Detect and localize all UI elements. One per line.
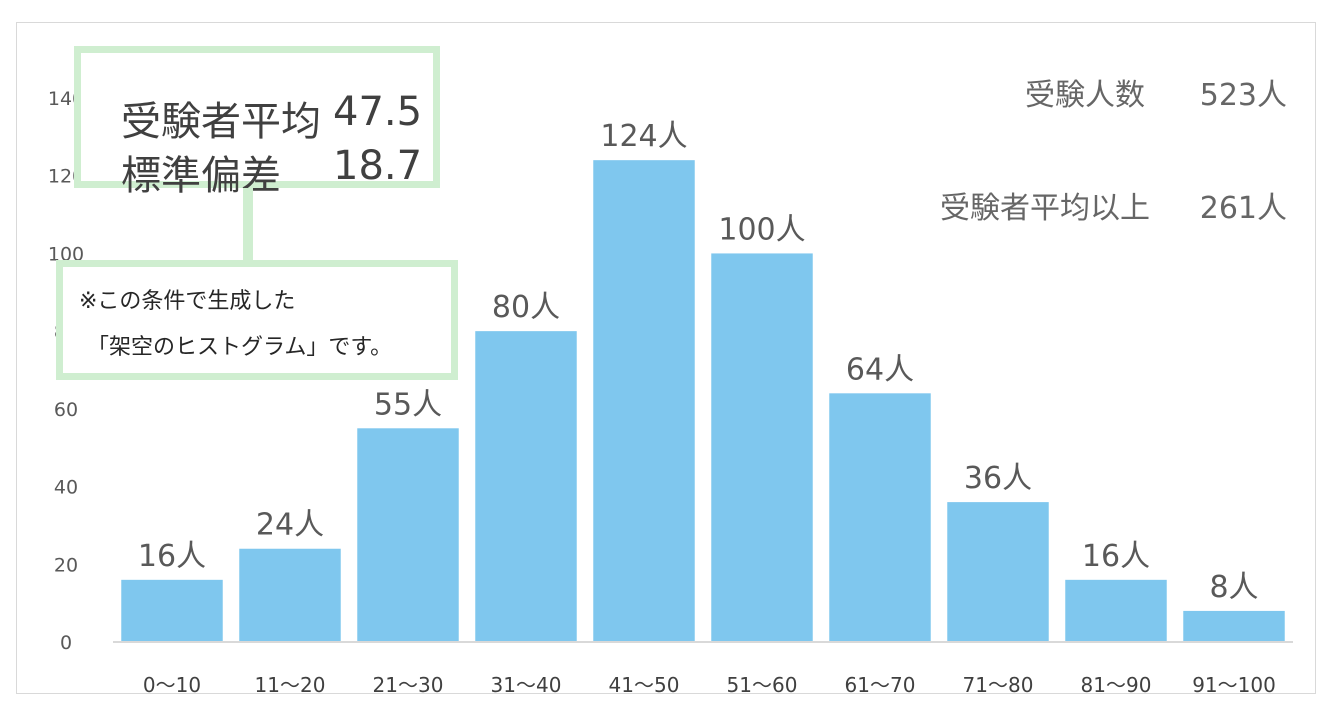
bar-series <box>121 160 1285 642</box>
mean-row: 受験者平均 47.5 <box>121 89 422 147</box>
bar <box>239 548 341 642</box>
examinees-value: 523人 <box>1200 78 1287 113</box>
data-label: 55人 <box>374 387 442 422</box>
x-tick-label: 91〜100 <box>1192 673 1276 697</box>
bar <box>1065 579 1167 642</box>
stats-callout: 受験者平均 47.5 標準偏差 18.7 <box>74 46 440 199</box>
above-average-label: 受験者平均以上 <box>940 191 1150 226</box>
bar <box>475 331 577 642</box>
y-tick-label: 100 <box>48 243 84 265</box>
data-label: 16人 <box>1082 539 1150 574</box>
bar <box>711 253 813 642</box>
callout-connector <box>243 188 253 260</box>
x-tick-label: 71〜80 <box>963 673 1034 697</box>
data-label: 124人 <box>600 119 687 154</box>
data-label: 24人 <box>256 508 324 543</box>
data-labels: 16人 24人 55人 80人 124人 100人 64人 36人 16人 8人 <box>138 119 1259 605</box>
data-label: 80人 <box>492 290 560 325</box>
bar <box>357 428 459 642</box>
x-tick-label: 21〜30 <box>373 673 444 697</box>
sd-label: 標準偏差 <box>121 153 281 199</box>
bar <box>593 160 695 642</box>
note-line-2: 「架空のヒストグラム」です。 <box>87 335 393 360</box>
x-tick-label: 0〜10 <box>143 673 201 697</box>
x-tick-label: 31〜40 <box>491 673 562 697</box>
bar <box>947 502 1049 642</box>
x-tick-label: 81〜90 <box>1081 673 1152 697</box>
y-tick-label: 60 <box>54 399 78 421</box>
bar <box>829 393 931 642</box>
data-label: 8人 <box>1209 570 1258 605</box>
x-tick-label: 51〜60 <box>727 673 798 697</box>
data-label: 100人 <box>718 212 805 247</box>
data-label: 16人 <box>138 539 206 574</box>
sd-row: 標準偏差 18.7 <box>121 143 422 201</box>
x-tick-label: 61〜70 <box>845 673 916 697</box>
above-average-value: 261人 <box>1200 191 1287 226</box>
bar <box>1183 610 1285 642</box>
y-tick-label: 40 <box>54 477 78 499</box>
y-tick-label: 0 <box>60 632 72 654</box>
y-tick-label: 20 <box>54 554 78 576</box>
note-callout: ※この条件で生成した 「架空のヒストグラム」です。 <box>56 260 458 380</box>
data-label: 64人 <box>846 352 914 387</box>
data-label: 36人 <box>964 461 1032 496</box>
x-axis: 0〜10 11〜20 21〜30 31〜40 41〜50 51〜60 61〜70 71〜80 8… <box>143 673 1276 697</box>
mean-label: 受験者平均 <box>121 99 321 145</box>
sd-value: 18.7 <box>333 143 423 189</box>
bar <box>121 579 223 642</box>
examinees-label: 受験人数 <box>1025 78 1145 113</box>
mean-value: 47.5 <box>333 89 423 135</box>
x-tick-label: 11〜20 <box>255 673 326 697</box>
note-line-1: ※この条件で生成した <box>79 289 296 314</box>
x-tick-label: 41〜50 <box>609 673 680 697</box>
